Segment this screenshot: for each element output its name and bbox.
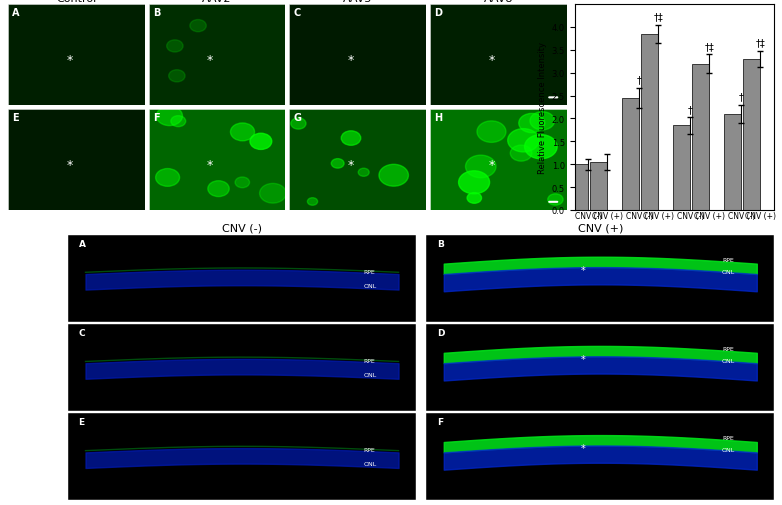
Text: AAV5: AAV5 xyxy=(689,338,711,347)
Circle shape xyxy=(250,134,272,150)
Text: D: D xyxy=(434,8,443,18)
Title: AAV2: AAV2 xyxy=(203,0,231,4)
Text: *: * xyxy=(207,54,213,67)
Circle shape xyxy=(379,165,408,187)
Text: *: * xyxy=(580,443,585,453)
Circle shape xyxy=(547,194,563,206)
Circle shape xyxy=(525,135,557,160)
Circle shape xyxy=(156,169,180,187)
Text: Control: Control xyxy=(583,338,613,347)
Circle shape xyxy=(358,169,369,177)
Text: *: * xyxy=(489,159,495,172)
Bar xyxy=(724,115,741,211)
Bar xyxy=(622,98,640,211)
Y-axis label: Relative Fluorescence Intensity: Relative Fluorescence Intensity xyxy=(538,42,547,174)
Text: *: * xyxy=(580,354,585,364)
Text: †: † xyxy=(637,75,642,85)
Text: †: † xyxy=(739,92,744,103)
Text: RPE: RPE xyxy=(722,346,734,351)
Text: A: A xyxy=(78,239,85,248)
Circle shape xyxy=(291,119,306,130)
Text: I: I xyxy=(539,0,543,1)
Circle shape xyxy=(465,156,496,178)
Circle shape xyxy=(167,41,183,53)
Circle shape xyxy=(458,172,490,194)
Circle shape xyxy=(332,159,344,169)
Circle shape xyxy=(477,122,506,143)
Text: RPE: RPE xyxy=(364,359,375,364)
Text: AAV8: AAV8 xyxy=(740,338,762,347)
Circle shape xyxy=(231,124,255,141)
Text: *: * xyxy=(66,159,73,172)
Text: A: A xyxy=(12,8,20,18)
Circle shape xyxy=(508,129,539,153)
Circle shape xyxy=(518,114,545,133)
Bar xyxy=(673,126,691,211)
Title: AAV5: AAV5 xyxy=(343,0,372,4)
Text: †‡: †‡ xyxy=(654,13,663,22)
Text: C: C xyxy=(78,328,85,337)
Text: E: E xyxy=(78,417,84,426)
Text: ONL: ONL xyxy=(722,269,735,274)
Text: *: * xyxy=(66,54,73,67)
Circle shape xyxy=(170,116,185,127)
Text: CNV (+): CNV (+) xyxy=(578,223,623,233)
Circle shape xyxy=(307,198,317,206)
Text: G: G xyxy=(293,112,302,122)
Text: *: * xyxy=(489,54,495,67)
Text: C: C xyxy=(293,8,301,18)
Text: B: B xyxy=(437,239,443,248)
Text: †‡: †‡ xyxy=(755,38,766,48)
Text: E: E xyxy=(12,112,19,122)
Circle shape xyxy=(467,193,482,204)
Text: CNV (-): CNV (-) xyxy=(222,223,262,233)
Text: F: F xyxy=(152,112,160,122)
Text: D: D xyxy=(437,328,444,337)
Text: H: H xyxy=(434,112,443,122)
Bar xyxy=(641,35,658,211)
Circle shape xyxy=(208,181,229,197)
Text: RPE: RPE xyxy=(722,435,734,440)
Text: RPE: RPE xyxy=(364,269,375,274)
Text: ONL: ONL xyxy=(364,283,377,288)
Text: †: † xyxy=(688,105,693,115)
Text: *: * xyxy=(348,54,354,67)
Bar xyxy=(692,65,709,211)
Title: Control: Control xyxy=(56,0,96,4)
Text: *: * xyxy=(207,159,213,172)
Text: ONL: ONL xyxy=(364,372,377,377)
Bar xyxy=(590,163,608,211)
Text: *: * xyxy=(348,159,354,172)
Text: *: * xyxy=(580,265,585,275)
Circle shape xyxy=(169,71,185,83)
Text: F: F xyxy=(437,417,443,426)
Text: B: B xyxy=(152,8,160,18)
Bar xyxy=(744,60,760,211)
Circle shape xyxy=(190,21,206,33)
Circle shape xyxy=(341,131,361,146)
Circle shape xyxy=(511,146,532,162)
Text: ONL: ONL xyxy=(722,447,735,452)
Text: RPE: RPE xyxy=(364,447,375,452)
Circle shape xyxy=(260,184,286,204)
Text: RPE: RPE xyxy=(722,258,734,262)
Circle shape xyxy=(530,113,554,131)
Circle shape xyxy=(156,107,182,126)
Text: ONL: ONL xyxy=(722,359,735,364)
Bar xyxy=(572,165,588,211)
Text: ONL: ONL xyxy=(364,461,377,466)
Text: AAV2: AAV2 xyxy=(638,338,660,347)
Circle shape xyxy=(235,178,249,188)
Text: †‡: †‡ xyxy=(705,42,714,52)
Title: AAV8: AAV8 xyxy=(484,0,513,4)
